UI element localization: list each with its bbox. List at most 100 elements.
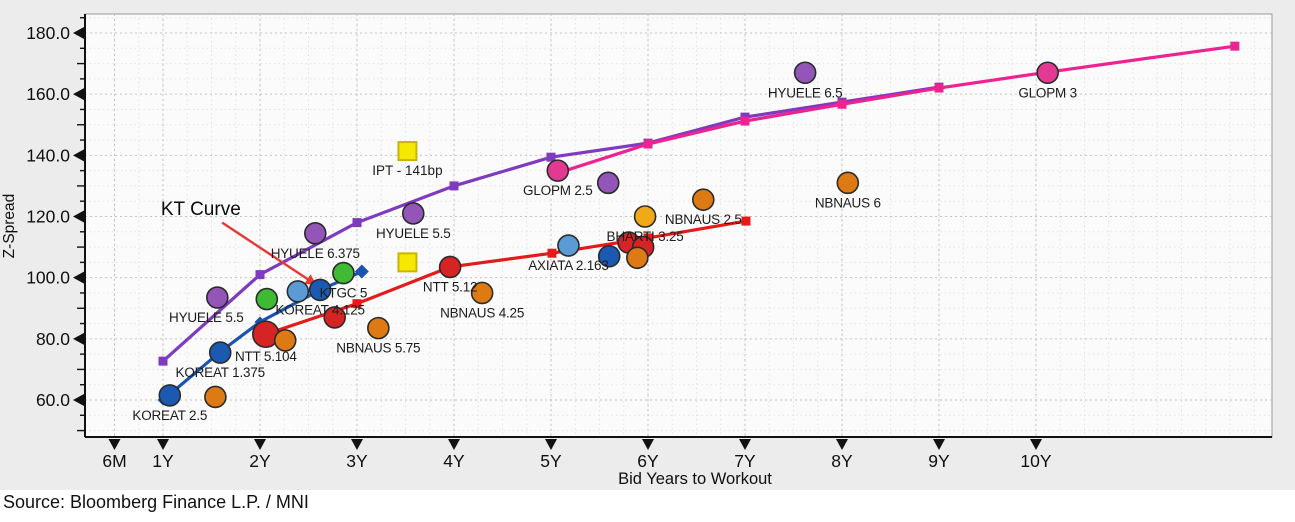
x-tick-arrow [351, 439, 363, 450]
x-tick-label: 7Y [734, 451, 756, 471]
x-tick-arrow [933, 439, 945, 450]
bond-point [596, 171, 620, 195]
curve-marker-square [741, 216, 751, 226]
y-tick-arrow [73, 332, 84, 345]
curve-marker-square [934, 83, 944, 93]
bond-label: GLOPM 2.5 [523, 183, 592, 198]
bond-point [273, 329, 297, 352]
x-tick-arrow [1030, 439, 1042, 450]
y-tick-label: 120.0 [26, 207, 70, 227]
bond-label: HYUELE 6.375 [271, 246, 360, 261]
kt-curve-annotation-text: KT Curve [161, 199, 241, 220]
bond-point-axiata-2-163 [557, 234, 580, 257]
x-tick-label: 1Y [152, 451, 174, 471]
bond-point [204, 385, 227, 409]
ipt-label: IPT - 141bp [372, 163, 442, 178]
x-axis-title: Bid Years to Workout [618, 470, 772, 488]
bond-label: NBNAUS 5.75 [336, 341, 420, 356]
bond-point [597, 244, 621, 268]
bond-label: BHARTI 3.25 [607, 229, 684, 244]
y-tick-label: 60.0 [36, 390, 70, 410]
bond-point-ntt-5-12 [438, 255, 462, 279]
curve-marker-square [1230, 41, 1240, 51]
bond-label: GLOPM 3 [1018, 85, 1077, 100]
y-tick-label: 80.0 [36, 329, 70, 349]
x-tick-arrow [836, 439, 848, 450]
bond-point [626, 246, 649, 270]
bond-point-hyuele-6-375 [303, 222, 327, 245]
x-tick-label: 6Y [637, 451, 659, 471]
ipt-marker-square [397, 141, 418, 162]
plot-area [84, 13, 1273, 438]
curve-marker-diamond [354, 264, 369, 279]
curve-marker-square [449, 181, 459, 191]
y-tick-arrow [73, 27, 84, 40]
bond-label: AXIATA 2.163 [528, 258, 608, 273]
bond-point-hyuele-5-5 [401, 202, 425, 225]
bond-point-koreat-4-125 [308, 278, 332, 302]
bond-label: HYUELE 5.5 [169, 310, 244, 325]
bond-label: NTT 5.12 [423, 279, 477, 294]
y-tick-label: 160.0 [26, 84, 70, 104]
x-tick-label: 2Y [249, 451, 271, 471]
x-tick-arrow [157, 439, 169, 450]
bond-point-nbnaus-4-25 [470, 281, 494, 305]
bond-point-hyuele-6-5 [793, 61, 817, 85]
x-tick-label: 6M [102, 451, 126, 471]
y-tick-arrow [73, 149, 84, 162]
x-tick-label: 9Y [928, 451, 950, 471]
bond-point-koreat-1-375 [208, 341, 232, 364]
x-tick-label: 8Y [831, 451, 853, 471]
bond-label: NTT 5.104 [235, 349, 297, 364]
source-note: Source: Bloomberg Finance L.P. / MNI [3, 492, 309, 512]
y-tick-arrow [73, 271, 84, 284]
ipt-marker-square [397, 252, 418, 273]
x-tick-arrow [545, 439, 557, 450]
curve-marker-square [255, 270, 265, 280]
x-tick-arrow [108, 439, 121, 450]
z-spread-chart-panel: KT Curve IPT - 141bp KOREAT 2.5 KOREAT 1.37… [0, 0, 1295, 490]
bond-point-glopm-3 [1036, 61, 1059, 85]
bond-label: KOREAT 2.5 [132, 408, 207, 423]
z-spread-scatter-chart: KT Curve IPT - 141bp KOREAT 2.5 KOREAT 1.37… [1, 13, 1273, 488]
y-tick-arrow [73, 210, 84, 223]
bond-label: NBNAUS 6 [815, 195, 881, 210]
bond-point-glopm-2-5 [546, 159, 570, 182]
x-tick-arrow [254, 439, 266, 450]
curve-marker-square [837, 99, 847, 109]
bond-label: NBNAUS 4.25 [440, 305, 524, 320]
bond-label: KOREAT 4.125 [275, 302, 364, 317]
x-tick-label: 10Y [1020, 451, 1051, 471]
bond-point-nbnaus-5-75 [367, 316, 390, 340]
y-axis-title: Z-Spread [1, 194, 18, 259]
curve-marker-square [547, 248, 557, 258]
bond-point [255, 287, 279, 311]
curve-marker-square [740, 116, 750, 126]
kt-curve-arrow [221, 221, 315, 284]
bond-point-hyuele-5-5 [206, 286, 229, 309]
x-tick-label: 3Y [346, 451, 368, 471]
bond-point-nbnaus-6 [836, 171, 860, 195]
y-tick-label: 140.0 [26, 145, 70, 165]
bond-point-ktgc-5 [332, 261, 355, 285]
bond-point [323, 306, 346, 329]
x-tick-label: 4Y [443, 451, 465, 471]
bond-label: HYUELE 5.5 [376, 226, 451, 241]
bond-label: KTGC 5 [320, 286, 368, 301]
curve-marker-square [546, 152, 556, 162]
curve-marker-square [352, 299, 362, 309]
bond-label: HYUELE 6.5 [768, 85, 843, 100]
bond-label: NBNAUS 2.5 [665, 212, 742, 227]
curve-marker-square [158, 356, 168, 366]
y-tick-label: 100.0 [26, 268, 70, 288]
x-tick-label: 5Y [540, 451, 562, 471]
curve-marker-square [643, 139, 653, 149]
y-tick-arrow [73, 88, 84, 101]
y-tick-label: 180.0 [26, 23, 70, 43]
y-tick-arrow [73, 394, 84, 406]
bond-label: KOREAT 1.375 [176, 365, 265, 380]
curve-marker-square [352, 218, 362, 228]
x-tick-arrow [448, 439, 460, 450]
bond-point [286, 280, 310, 303]
bond-point-bharti-3-25 [633, 205, 657, 228]
